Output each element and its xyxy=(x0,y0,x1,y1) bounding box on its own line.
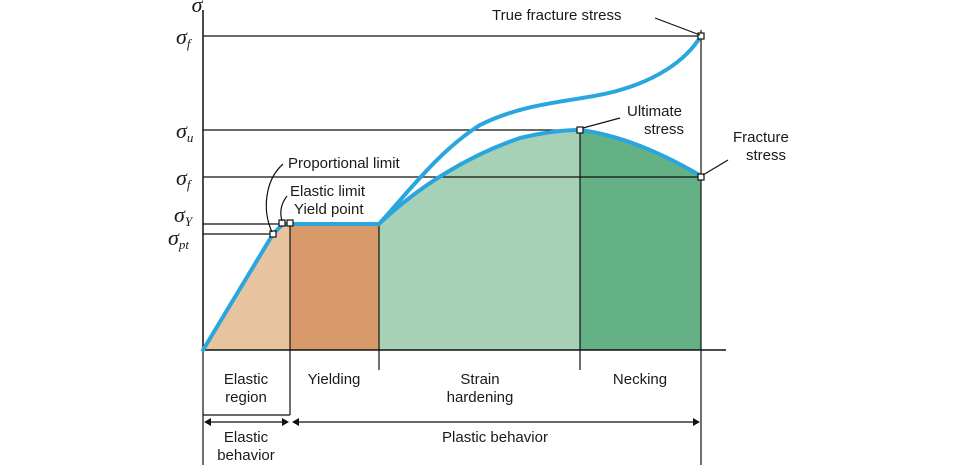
necking-region-label: Necking xyxy=(613,371,667,388)
elastic-limit-label: Elastic limit xyxy=(290,183,366,200)
strain-hardening-label-2: hardening xyxy=(447,389,514,406)
true-stress-curve xyxy=(377,34,703,226)
plastic-behavior-arrowhead-right xyxy=(693,418,700,426)
fracture-stress-label-2: stress xyxy=(746,147,786,164)
yield-point-label: Yield point xyxy=(294,201,364,218)
region-dividers xyxy=(202,30,702,465)
region-labels: Elastic region Yielding Strain hardening… xyxy=(224,371,667,406)
behavior-row: Elastic behavior Plastic behavior xyxy=(204,418,700,464)
markers xyxy=(269,32,705,238)
true-fracture-symbol: σf xyxy=(176,24,193,51)
strain-hardening-region-fill xyxy=(379,130,580,350)
proportional-limit-label: Proportional limit xyxy=(288,155,401,172)
proportional-leader xyxy=(265,163,284,233)
engineering-stress-curve xyxy=(201,128,703,352)
yield-symbol: σY xyxy=(174,202,194,229)
fracture-stress-marker xyxy=(697,173,705,181)
callout-leaders xyxy=(265,17,729,233)
callout-labels: True fracture stress Ultimate stress Fra… xyxy=(288,7,789,218)
region-fills xyxy=(203,130,701,350)
elastic-behavior-label-2: behavior xyxy=(217,447,275,464)
elastic-behavior-arrowhead-right xyxy=(282,418,289,426)
plastic-behavior-arrowhead-left xyxy=(292,418,299,426)
fracture-leader xyxy=(702,159,729,176)
fracture-symbol: σf xyxy=(176,165,193,192)
yield-point-marker xyxy=(286,219,294,227)
proportional-symbol: σpt xyxy=(168,225,189,252)
yielding-region-label: Yielding xyxy=(308,371,361,388)
ultimate-stress-label-2: stress xyxy=(644,121,684,138)
yielding-region-fill xyxy=(290,224,379,350)
proportional-limit-marker xyxy=(269,230,277,238)
strain-hardening-label-1: Strain xyxy=(460,371,499,388)
true-fracture-stress-label: True fracture stress xyxy=(492,7,621,24)
elastic-behavior-arrowhead-left xyxy=(204,418,211,426)
ultimate-symbol: σu xyxy=(176,118,194,145)
true-fracture-stress-marker xyxy=(697,32,705,40)
true-fracture-leader xyxy=(654,17,701,36)
y-axis-symbol: σ xyxy=(192,0,204,17)
elastic-region-label-2: region xyxy=(225,389,267,406)
elastic-region-fill xyxy=(203,224,290,350)
ultimate-leader xyxy=(582,117,621,129)
stress-reference-lines xyxy=(203,35,701,235)
ultimate-stress-marker xyxy=(576,126,584,134)
axes xyxy=(201,10,726,352)
elastic-leader xyxy=(280,195,288,222)
necking-region-fill xyxy=(580,130,701,350)
fracture-stress-label-1: Fracture xyxy=(733,129,789,146)
plastic-behavior-label: Plastic behavior xyxy=(442,429,548,446)
elastic-region-label-1: Elastic xyxy=(224,371,269,388)
curves xyxy=(201,34,703,352)
stress-level-labels: σf σu σf σY σpt xyxy=(168,24,194,252)
ultimate-stress-label-1: Ultimate xyxy=(627,103,682,120)
elastic-behavior-label-1: Elastic xyxy=(224,429,269,446)
